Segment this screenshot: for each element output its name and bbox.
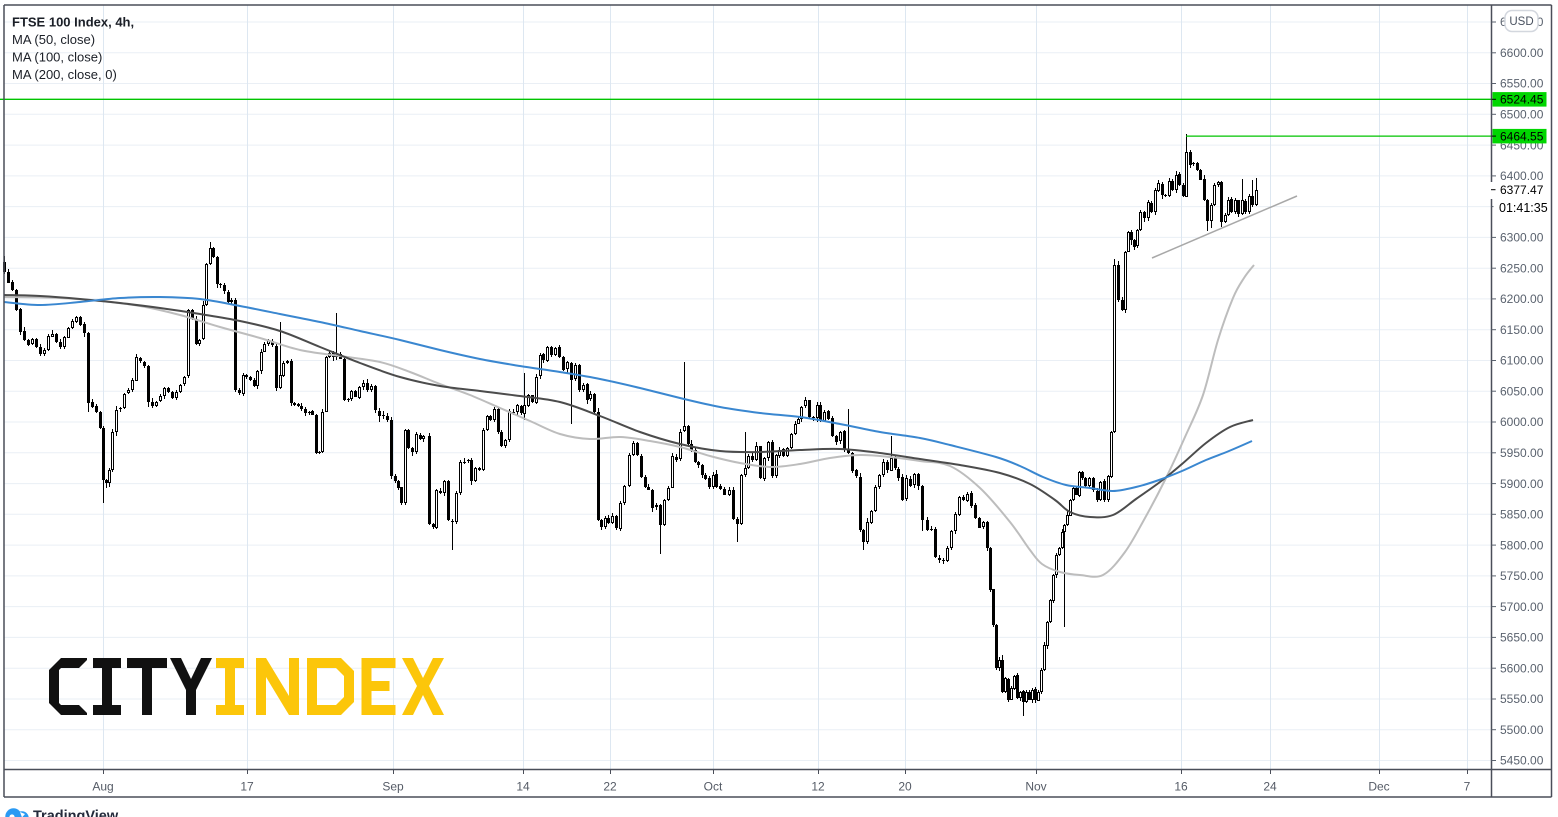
svg-text:5800.00: 5800.00 bbox=[1500, 538, 1544, 552]
svg-text:24: 24 bbox=[1263, 780, 1277, 794]
svg-text:6550.00: 6550.00 bbox=[1500, 77, 1544, 91]
svg-text:6200.00: 6200.00 bbox=[1500, 292, 1544, 306]
svg-text:5850.00: 5850.00 bbox=[1500, 508, 1544, 522]
svg-text:5750.00: 5750.00 bbox=[1500, 569, 1544, 583]
svg-text:TradingView: TradingView bbox=[33, 809, 119, 817]
svg-text:6500.00: 6500.00 bbox=[1500, 108, 1544, 122]
svg-text:5450.00: 5450.00 bbox=[1500, 754, 1544, 768]
svg-text:6377.47: 6377.47 bbox=[1500, 183, 1544, 197]
svg-text:12: 12 bbox=[811, 780, 825, 794]
svg-text:Oct: Oct bbox=[704, 780, 723, 794]
svg-text:Aug: Aug bbox=[92, 780, 113, 794]
svg-text:5550.00: 5550.00 bbox=[1500, 692, 1544, 706]
svg-text:6250.00: 6250.00 bbox=[1500, 261, 1544, 275]
svg-text:MA (200, close, 0): MA (200, close, 0) bbox=[12, 67, 117, 82]
svg-text:16: 16 bbox=[1174, 780, 1188, 794]
svg-text:5900.00: 5900.00 bbox=[1500, 477, 1544, 491]
svg-text:6150.00: 6150.00 bbox=[1500, 323, 1544, 337]
svg-text:5950.00: 5950.00 bbox=[1500, 446, 1544, 460]
svg-text:14: 14 bbox=[516, 780, 530, 794]
svg-text:FTSE 100 Index, 4h,: FTSE 100 Index, 4h, bbox=[12, 15, 134, 30]
svg-text:5700.00: 5700.00 bbox=[1500, 600, 1544, 614]
svg-text:22: 22 bbox=[603, 780, 617, 794]
svg-text:7: 7 bbox=[1464, 780, 1471, 794]
svg-text:Sep: Sep bbox=[382, 780, 404, 794]
svg-text:6400.00: 6400.00 bbox=[1500, 169, 1544, 183]
svg-text:6600.00: 6600.00 bbox=[1500, 46, 1544, 60]
svg-text:17: 17 bbox=[240, 780, 254, 794]
svg-text:USD: USD bbox=[1509, 16, 1533, 28]
svg-text:6464.55: 6464.55 bbox=[1500, 129, 1544, 143]
svg-text:MA (50, close): MA (50, close) bbox=[12, 32, 95, 47]
svg-text:5650.00: 5650.00 bbox=[1500, 631, 1544, 645]
svg-text:6524.45: 6524.45 bbox=[1500, 93, 1544, 107]
svg-text:5600.00: 5600.00 bbox=[1500, 661, 1544, 675]
svg-text:Nov: Nov bbox=[1025, 780, 1046, 794]
svg-text:5500.00: 5500.00 bbox=[1500, 723, 1544, 737]
svg-text:6050.00: 6050.00 bbox=[1500, 384, 1544, 398]
svg-text:20: 20 bbox=[898, 780, 912, 794]
svg-text:6100.00: 6100.00 bbox=[1500, 354, 1544, 368]
svg-text:MA (100, close): MA (100, close) bbox=[12, 50, 102, 65]
svg-text:6300.00: 6300.00 bbox=[1500, 231, 1544, 245]
svg-text:Dec: Dec bbox=[1368, 780, 1389, 794]
svg-text:6000.00: 6000.00 bbox=[1500, 415, 1544, 429]
svg-text:01:41:35: 01:41:35 bbox=[1499, 201, 1548, 215]
